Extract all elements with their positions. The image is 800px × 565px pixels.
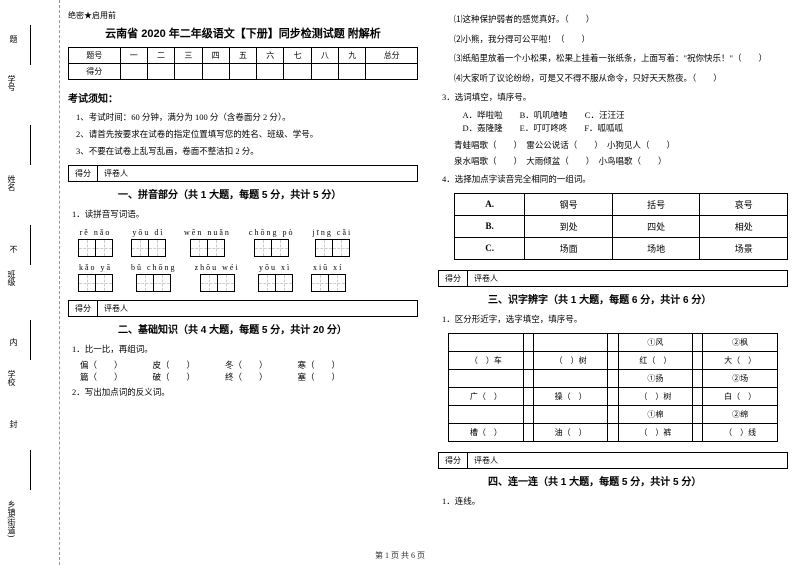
pinyin: chōng pò: [249, 228, 295, 237]
th: 七: [284, 48, 311, 64]
pinyin: yōu dì: [132, 228, 164, 237]
paren-q[interactable]: ⑴这种保护弱者的感觉真好。（ ）: [454, 13, 788, 27]
tian-grid[interactable]: [78, 239, 113, 257]
paren-q[interactable]: ⑷大家听了议论纷纷，可是又不得不服从命令，只好天天熬夜。（ ）: [454, 72, 788, 86]
th: 九: [339, 48, 366, 64]
pinyin: bǔ chōng: [131, 263, 177, 272]
field-name: 姓名: [6, 175, 17, 191]
section-4-title: 四、连一连（共 1 大题，每题 5 分，共计 5 分）: [488, 473, 788, 488]
q3-1: 1．区分形近字，选字填空，填序号。: [442, 313, 788, 326]
score-label: 得分: [69, 166, 98, 181]
marker-bu: 不: [8, 245, 19, 253]
marker-mi: 内: [8, 338, 19, 346]
notice-item: 2、请首先按要求在试卷的指定位置填写您的姓名、班级、学号。: [76, 128, 418, 141]
binding-line: [30, 25, 31, 65]
tian-grid[interactable]: [78, 274, 113, 292]
q3-options: A．哗啦啦 B．叽叽喳喳 C．汪汪汪 D．轰隆隆 E．叮叮咚咚 F．呱呱呱: [454, 109, 788, 135]
marker-feng: 封: [8, 420, 19, 428]
q3-line[interactable]: 青蛙唱歌（ ） 雷公公说话（ ） 小狗见人（ ）: [454, 139, 788, 152]
score-table: 题号 一 二 三 四 五 六 七 八 九 总分 得分: [68, 47, 418, 80]
notice-item: 1、考试时间：60 分钟，满分为 100 分（含卷面分 2 分）。: [76, 111, 418, 124]
tian-grid[interactable]: [315, 239, 350, 257]
pinyin: rě nǎo: [80, 228, 112, 237]
right-column: ⑴这种保护弱者的感觉真好。（ ） ⑵小熊，我分得可公平啦！（ ） ⑶纸船里放着一…: [438, 10, 788, 550]
field-township: 乡镇(街道): [6, 500, 17, 537]
tian-grid[interactable]: [254, 239, 289, 257]
pinyin: wēn nuǎn: [184, 228, 231, 237]
pinyin: yōu xì: [259, 263, 291, 272]
pinyin-row-2: kǎo yā bǔ chōng zhōu wéi yōu xì xiū xí: [78, 263, 418, 292]
tian-grid[interactable]: [311, 274, 346, 292]
th: 题号: [69, 48, 121, 64]
q1-1: 1．读拼音写词语。: [72, 208, 418, 221]
th: 五: [229, 48, 256, 64]
field-class: 班级: [6, 270, 17, 286]
binding-line: [30, 450, 31, 490]
tian-grid[interactable]: [258, 274, 293, 292]
score-box: 得分 评卷人: [438, 270, 788, 287]
pinyin: jīng cǎi: [312, 228, 352, 237]
reviewer-label: 评卷人: [98, 166, 134, 181]
binding-margin: 乡镇(街道) 封 学校 内 班级 不 姓名 学号 题: [0, 0, 60, 565]
marker-ti: 题: [8, 35, 19, 43]
tian-grid[interactable]: [200, 274, 235, 292]
score-box: 得分 评卷人: [438, 452, 788, 469]
field-id: 学号: [6, 75, 17, 91]
q3: 3．选词填空，填序号。: [442, 91, 788, 104]
score-label: 得分: [69, 301, 98, 316]
q2-1: 1．比一比，再组词。: [72, 343, 418, 356]
binding-line: [30, 125, 31, 165]
th: 总分: [366, 48, 418, 64]
section-2-title: 二、基础知识（共 4 大题，每题 5 分，共计 20 分）: [118, 321, 418, 336]
tian-grid[interactable]: [190, 239, 225, 257]
th: 二: [147, 48, 174, 64]
th: 一: [120, 48, 147, 64]
binding-line: [30, 320, 31, 360]
q4: 4．选择加点字读音完全相同的一组词。: [442, 173, 788, 186]
notice-item: 3、不要在试卷上乱写乱画，卷面不整洁扣 2 分。: [76, 145, 418, 158]
row-label: 得分: [69, 64, 121, 80]
exam-title: 云南省 2020 年二年级语文【下册】同步检测试题 附解析: [68, 25, 418, 41]
binding-line: [30, 225, 31, 265]
word-compare-row: 篇（ ） 破（ ） 终（ ） 塞（ ）: [80, 371, 418, 383]
q3-line[interactable]: 泉水唱歌（ ） 大雨倾盆（ ） 小鸟唱歌（ ）: [454, 155, 788, 168]
th: 六: [257, 48, 284, 64]
section-3-title: 三、识字辨字（共 1 大题，每题 6 分，共计 6 分）: [488, 291, 788, 306]
q2-2: 2．写出加点词的反义词。: [72, 386, 418, 399]
word-compare-row: 偏（ ） 皮（ ） 冬（ ） 寒（ ）: [80, 359, 418, 371]
word-choice-table: A.钢号括号哀号 B.到处四处相处 C.场面场地场景: [454, 193, 788, 260]
th: 八: [311, 48, 338, 64]
pinyin: xiū xí: [313, 263, 343, 272]
paren-q[interactable]: ⑶纸船里放着一个小松果，松果上挂着一张纸条，上面写着："祝你快乐！"（ ）: [454, 52, 788, 66]
pinyin: kǎo yā: [79, 263, 112, 272]
th: 四: [202, 48, 229, 64]
section-1-title: 一、拼音部分（共 1 大题，每题 5 分，共计 5 分）: [118, 186, 418, 201]
score-box: 得分 评卷人: [68, 165, 418, 182]
q4-1: 1．连线。: [442, 495, 788, 508]
score-box: 得分 评卷人: [68, 300, 418, 317]
reviewer-label: 评卷人: [98, 301, 134, 316]
field-school: 学校: [6, 370, 17, 386]
paren-q[interactable]: ⑵小熊，我分得可公平啦！（ ）: [454, 33, 788, 47]
reviewer-label: 评卷人: [468, 453, 504, 468]
reviewer-label: 评卷人: [468, 271, 504, 286]
notice-title: 考试须知：: [68, 90, 418, 105]
tian-grid[interactable]: [136, 274, 171, 292]
left-column: 绝密★启用前 云南省 2020 年二年级语文【下册】同步检测试题 附解析 题号 …: [68, 10, 418, 550]
score-label: 得分: [439, 271, 468, 286]
score-label: 得分: [439, 453, 468, 468]
page-content: 绝密★启用前 云南省 2020 年二年级语文【下册】同步检测试题 附解析 题号 …: [68, 10, 788, 550]
th: 三: [175, 48, 202, 64]
pinyin: zhōu wéi: [195, 263, 240, 272]
pinyin-row-1: rě nǎo yōu dì wēn nuǎn chōng pò jīng cǎi: [78, 228, 418, 257]
tian-grid[interactable]: [131, 239, 166, 257]
page-footer: 第 1 页 共 6 页: [0, 550, 800, 561]
char-table: ①风②枫 （ ）车（ ）树红（ ）大（ ） ①扬②场 广（ ）操（ ）（ ）树白…: [448, 333, 778, 442]
secret-label: 绝密★启用前: [68, 10, 418, 21]
